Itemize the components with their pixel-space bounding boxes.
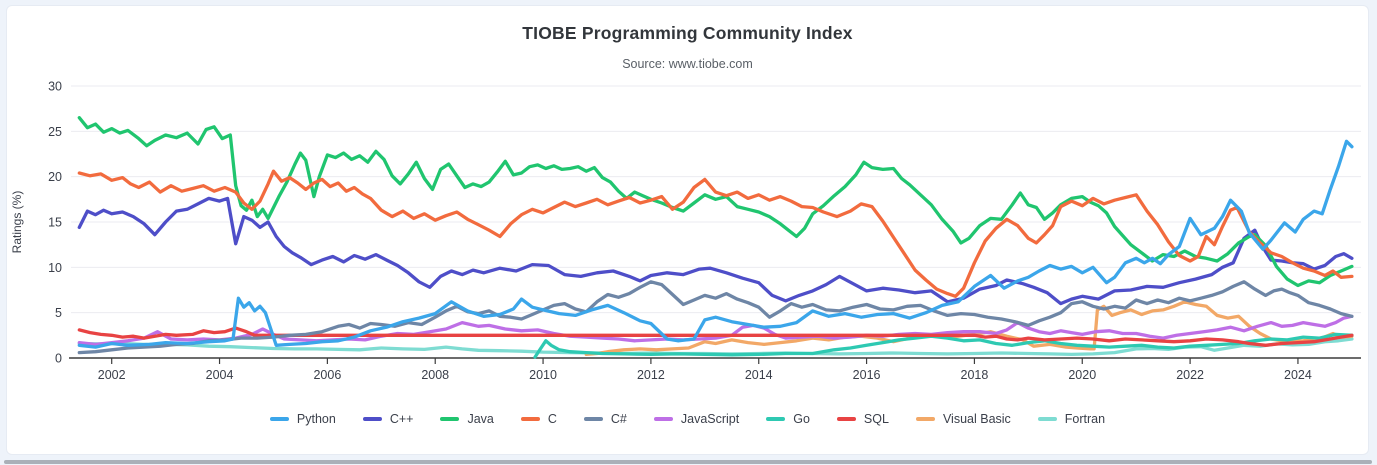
- legend-item-go[interactable]: Go: [766, 412, 810, 426]
- legend-item-c-[interactable]: C#: [583, 412, 627, 426]
- legend-item-sql[interactable]: SQL: [836, 412, 889, 426]
- y-tick-label: 0: [55, 352, 62, 366]
- legend-label: Go: [793, 412, 810, 426]
- x-tick-label: 2010: [529, 368, 557, 382]
- line-chart[interactable]: 0 5 10 15 20 25 30 2002 2004 2006 2008 2010 2012 2014…: [7, 73, 1370, 395]
- x-tick-label: 2004: [206, 368, 234, 382]
- series-line-go: [533, 332, 1354, 359]
- legend-item-visual-basic[interactable]: Visual Basic: [915, 412, 1011, 426]
- x-tick-label: 2014: [745, 368, 773, 382]
- x-tick-label: 2012: [637, 368, 665, 382]
- x-tick-label: 2008: [421, 368, 449, 382]
- legend-swatch-icon: [520, 416, 540, 422]
- series-line-c: [77, 169, 1354, 298]
- y-axis-label: Ratings (%): [10, 191, 24, 254]
- chart-legend: Python C++ Java C C# JavaScript Go SQL Visual Ba…: [7, 412, 1368, 426]
- legend-swatch-icon: [362, 416, 382, 422]
- y-tick-label: 25: [48, 125, 62, 139]
- chart-title: TIOBE Programming Community Index: [522, 23, 853, 43]
- legend-label: C: [547, 412, 557, 426]
- legend-swatch-icon: [583, 416, 603, 422]
- y-tick-label: 20: [48, 170, 62, 184]
- series-line-visual-basic: [584, 300, 1354, 357]
- series-line-java: [77, 116, 1354, 288]
- legend-label: Java: [467, 412, 494, 426]
- chart-card: TIOBE Programming Community Index Source…: [6, 5, 1369, 455]
- x-tick-label: 2022: [1176, 368, 1204, 382]
- legend-item-fortran[interactable]: Fortran: [1037, 412, 1106, 426]
- legend-label: JavaScript: [680, 412, 740, 426]
- legend-label: SQL: [863, 412, 889, 426]
- legend-item-javascript[interactable]: JavaScript: [653, 412, 740, 426]
- chart-subtitle: Source: www.tiobe.com: [622, 57, 753, 71]
- x-tick-label: 2018: [961, 368, 989, 382]
- y-tick-label: 10: [48, 261, 62, 275]
- legend-swatch-icon: [440, 416, 460, 422]
- legend-item-java[interactable]: Java: [440, 412, 494, 426]
- y-tick-label: 15: [48, 216, 62, 230]
- series-line-python: [77, 139, 1354, 349]
- legend-swatch-icon: [1037, 416, 1057, 422]
- legend-label: Fortran: [1064, 412, 1106, 426]
- legend-label: Visual Basic: [942, 412, 1011, 426]
- y-tick-label: 30: [48, 80, 62, 94]
- plot-area: 0 5 10 15 20 25 30 2002 2004 2006 2008 2010 2012 2014…: [7, 73, 1368, 400]
- legend-swatch-icon: [269, 416, 289, 422]
- y-tick-label: 5: [55, 306, 62, 320]
- legend-swatch-icon: [915, 416, 935, 422]
- legend-item-c[interactable]: C: [520, 412, 557, 426]
- x-tick-label: 2016: [853, 368, 881, 382]
- legend-label: C++: [389, 412, 414, 426]
- x-tick-label: 2020: [1068, 368, 1096, 382]
- legend-swatch-icon: [766, 416, 786, 422]
- x-tick-label: 2024: [1284, 368, 1312, 382]
- legend-item-python[interactable]: Python: [269, 412, 336, 426]
- series-line-c-: [77, 196, 1354, 306]
- legend-label: Python: [296, 412, 336, 426]
- horizontal-scrollbar[interactable]: [4, 460, 1372, 464]
- legend-item-c-[interactable]: C++: [362, 412, 414, 426]
- legend-swatch-icon: [653, 416, 673, 422]
- legend-swatch-icon: [836, 416, 856, 422]
- series-line-c-: [77, 280, 1354, 355]
- x-tick-label: 2006: [313, 368, 341, 382]
- legend-label: C#: [610, 412, 627, 426]
- x-tick-label: 2002: [98, 368, 126, 382]
- series-line-sql: [77, 326, 1354, 347]
